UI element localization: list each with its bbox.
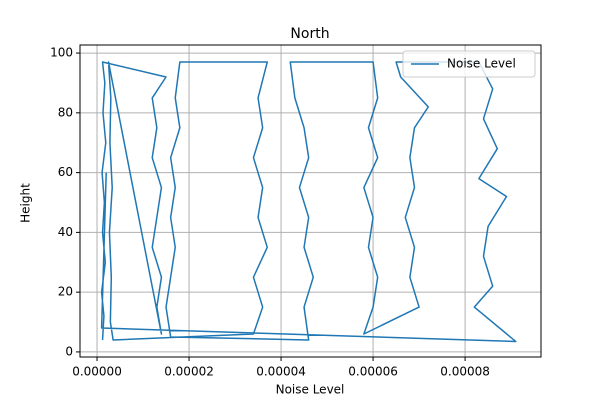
- y-tick-label: 0: [65, 344, 73, 358]
- plot-frame: [79, 44, 542, 358]
- y-tick-label: 100: [50, 46, 73, 60]
- x-tick-label: 0.00000: [72, 365, 122, 379]
- x-axis-label: Noise Level: [276, 383, 345, 397]
- x-tick-label: 0.00008: [440, 365, 490, 379]
- x-tick-label: 0.00004: [256, 365, 306, 379]
- y-tick-label: 40: [58, 225, 73, 239]
- y-tick-label: 20: [58, 285, 73, 299]
- y-tick-label: 60: [58, 165, 73, 179]
- legend-label: Noise Level: [447, 57, 516, 71]
- data-line: [100, 61, 517, 343]
- x-tick-label: 0.00002: [164, 365, 214, 379]
- y-axis-label: Height: [19, 183, 33, 223]
- y-tick-label: 80: [58, 105, 73, 119]
- chart-title: North: [290, 26, 329, 42]
- x-tick-label: 0.00006: [348, 365, 398, 379]
- legend-box: [402, 50, 536, 78]
